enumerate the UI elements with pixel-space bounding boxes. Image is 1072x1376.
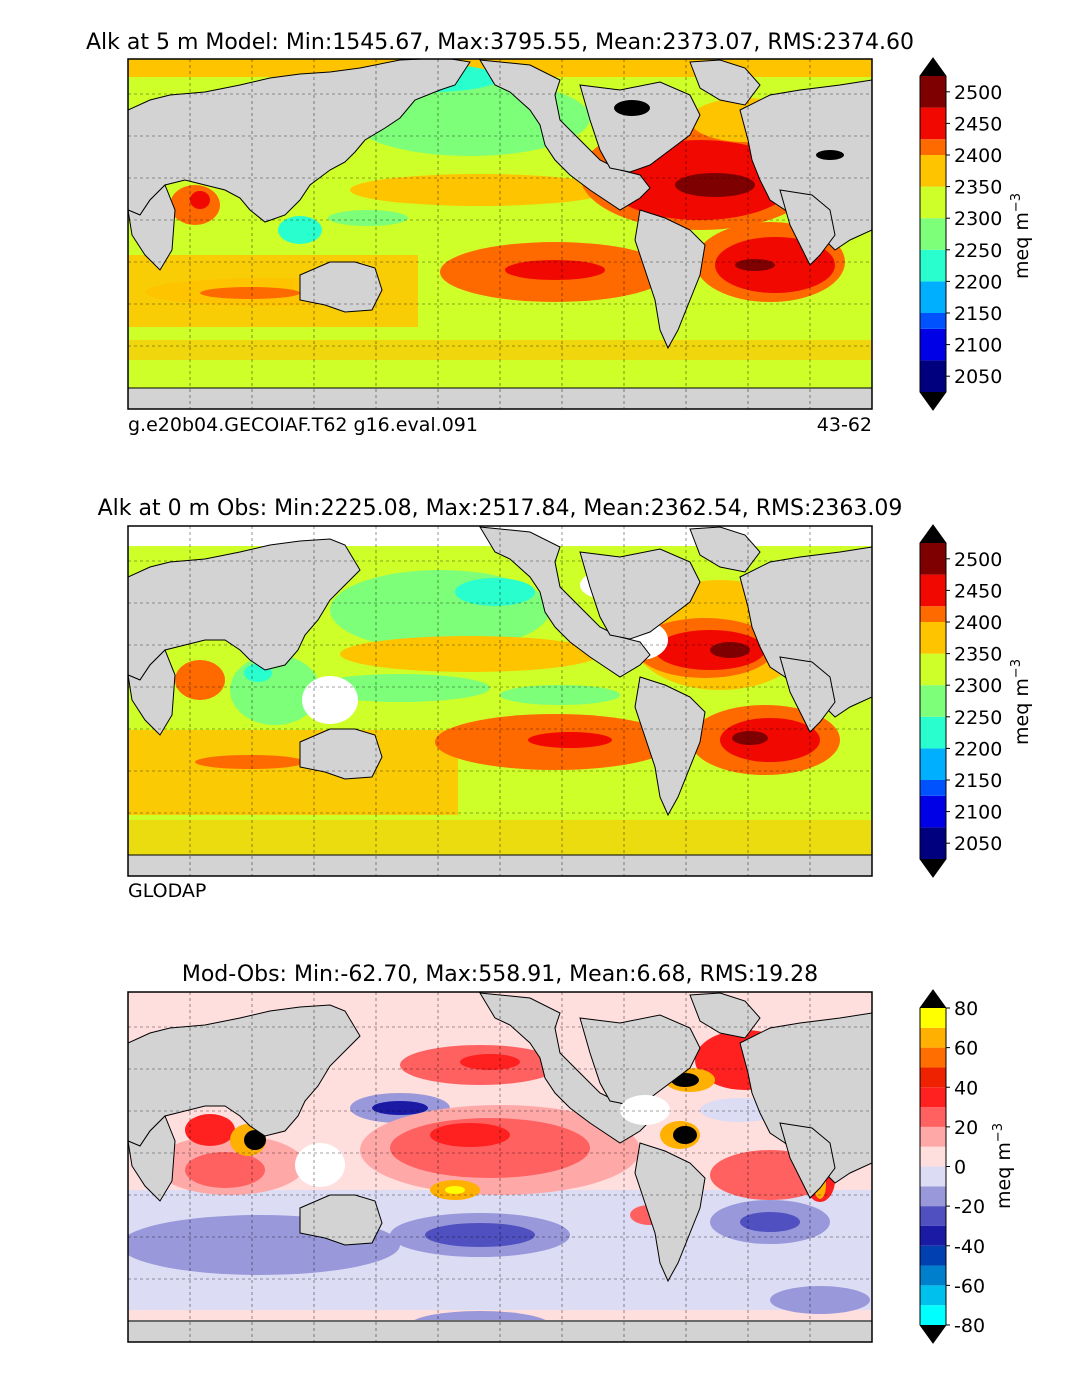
colorbar-tick-label: 2150 [954, 303, 1002, 325]
colorbar-tick-label: 2500 [954, 549, 1002, 571]
panel-obs: Alk at 0 m Obs: Min:2225.08, Max:2517.84… [98, 496, 1033, 902]
colorbar-tick-label: 2450 [954, 113, 1002, 135]
colorbar-band [920, 716, 946, 749]
colorbar-tick-label: 80 [954, 998, 978, 1020]
colorbar-band [920, 1206, 946, 1226]
colorbar-band [920, 281, 946, 313]
colorbar-band [920, 1225, 946, 1246]
panel-obs-source: GLODAP [128, 880, 206, 902]
colorbar-tick-label: 2250 [954, 240, 1002, 262]
map-model [128, 59, 872, 409]
panel-diff-title: Mod-Obs: Min:-62.70, Max:558.91, Mean:6.… [182, 962, 818, 987]
colorbar-band [920, 107, 946, 140]
colorbar-band [920, 1107, 946, 1127]
colorbar-tick-label: 2150 [954, 770, 1002, 792]
colorbar-obs: 2050 2100 2150 2200 2250 2300 2350 2400 2450 2500… [919, 524, 1033, 878]
panel-obs-title: Alk at 0 m Obs: Min:2225.08, Max:2517.84… [98, 496, 903, 521]
colorbar-tick-label: 0 [954, 1157, 966, 1179]
colorbar-tick-label: 2300 [954, 675, 1002, 697]
colorbar-tick-label: 2200 [954, 271, 1002, 293]
colorbar-band [920, 1008, 946, 1028]
map-diff [128, 992, 872, 1342]
colorbar-tick-label: 2450 [954, 580, 1002, 602]
colorbar-tick-label: 2500 [954, 82, 1002, 104]
panel-model-source: g.e20b04.GECOIAF.T62 g16.eval.091 [128, 414, 478, 436]
colorbar-band [920, 543, 946, 575]
colorbar-band [920, 1146, 946, 1167]
colorbar-tick-label: 2300 [954, 208, 1002, 230]
colorbar-band [920, 155, 946, 187]
colorbar-band [920, 76, 946, 108]
colorbar-extend-max [920, 58, 946, 76]
colorbar-diff: -80 -60 -40 -20 0 20 40 60 80 meq m−3 [919, 989, 1015, 1344]
colorbar-tick-label: 2350 [954, 177, 1002, 199]
map-obs [128, 526, 872, 876]
colorbar-tick-label: 60 [954, 1038, 978, 1060]
colorbar-extend-min [920, 1325, 946, 1343]
colorbar-tick-label: 2200 [954, 738, 1002, 760]
colorbar-tick-label: -60 [954, 1275, 985, 1297]
colorbar-band [920, 1027, 946, 1048]
panel-model-title: Alk at 5 m Model: Min:1545.67, Max:3795.… [86, 30, 914, 55]
colorbar-band [920, 1186, 946, 1207]
colorbar-tick-label: 2100 [954, 802, 1002, 824]
colorbar-band [920, 328, 946, 361]
colorbar-tick-label: 2400 [954, 145, 1002, 167]
colorbar-unit-label: meq m−3 [991, 1123, 1015, 1209]
colorbar-band [920, 653, 946, 686]
colorbar-tick-label: 2050 [954, 833, 1002, 855]
colorbar-tick-label: 2100 [954, 335, 1002, 357]
colorbar-band [920, 685, 946, 717]
panel-model: Alk at 5 m Model: Min:1545.67, Max:3795.… [86, 30, 1033, 436]
colorbar-extend-min [920, 392, 946, 410]
colorbar-tick-label: 40 [954, 1077, 978, 1099]
colorbar-extend-min [920, 859, 946, 877]
colorbar-band [920, 574, 946, 607]
colorbar-band [920, 748, 946, 780]
colorbar-band [920, 218, 946, 250]
panel-diff: Mod-Obs: Min:-62.70, Max:558.91, Mean:6.… [127, 962, 1015, 1344]
colorbar-band [920, 1265, 946, 1286]
colorbar-band [920, 186, 946, 219]
colorbar-tick-label: -20 [954, 1196, 985, 1218]
colorbar-band [920, 1067, 946, 1088]
colorbar-band [920, 795, 946, 828]
colorbar-band [920, 606, 946, 622]
colorbar-frame [919, 524, 947, 878]
colorbar-tick-label: 2050 [954, 366, 1002, 388]
colorbar-tick-label: -40 [954, 1236, 985, 1258]
colorbar-band [920, 139, 946, 155]
colorbar-tick-label: 2350 [954, 644, 1002, 666]
colorbar-band [920, 249, 946, 282]
colorbar-band [920, 1285, 946, 1306]
colorbar-band [920, 827, 946, 859]
colorbar-band [920, 360, 946, 392]
colorbar-unit-label: meq m−3 [1009, 659, 1033, 745]
colorbar-model: 2050 2100 2150 2200 2250 2300 2350 2400 2450 2500… [919, 57, 1033, 411]
colorbar-band [920, 1047, 946, 1068]
colorbar-tick-label: 2250 [954, 707, 1002, 729]
colorbar-band [920, 622, 946, 654]
colorbar-extend-max [920, 525, 946, 543]
colorbar-band [920, 1305, 946, 1325]
colorbar-tick-label: 20 [954, 1117, 978, 1139]
panel-model-years: 43-62 [817, 414, 872, 436]
colorbar-band [920, 313, 946, 329]
colorbar-tick-label: 2400 [954, 612, 1002, 634]
colorbar-tick-label: -80 [954, 1315, 985, 1337]
colorbar-band [920, 780, 946, 796]
colorbar-band [920, 1087, 946, 1108]
colorbar-unit-label: meq m−3 [1009, 193, 1033, 279]
colorbar-band [920, 1245, 946, 1266]
colorbar-extend-max [920, 990, 946, 1008]
colorbar-band [920, 1126, 946, 1147]
colorbar-frame [919, 57, 947, 411]
colorbar-band [920, 1166, 946, 1187]
